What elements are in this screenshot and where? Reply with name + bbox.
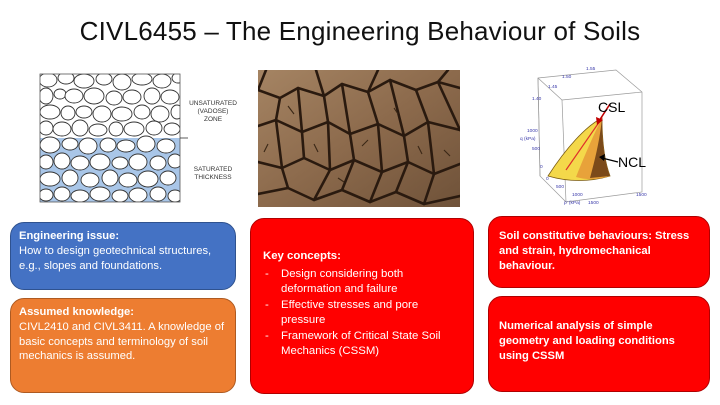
axis-q-label: q (kPa) bbox=[520, 136, 536, 142]
soil-particles-svg: UNSATURATED (VADOSE) ZONE SATURATED THIC… bbox=[39, 73, 237, 203]
tick-q-2: 500 bbox=[532, 146, 540, 152]
plot-box bbox=[537, 69, 643, 203]
assumed-knowledge-card: Assumed knowledge: CIVL2410 and CIVL3411… bbox=[10, 298, 236, 393]
tick-p-4: 1500 bbox=[588, 200, 599, 206]
assumed-knowledge-heading: Assumed knowledge: bbox=[19, 306, 135, 318]
label-saturated-2: THICKNESS bbox=[194, 174, 232, 181]
csl-label: CSL bbox=[598, 99, 625, 115]
tick-v-4: 1.40 bbox=[532, 96, 542, 102]
tick-q-3: 0 bbox=[540, 164, 543, 170]
cracked-soil-photo bbox=[256, 68, 462, 207]
label-unsaturated-1: UNSATURATED bbox=[189, 100, 237, 107]
engineering-issue-heading: Engineering issue: bbox=[19, 230, 120, 242]
csl-ncl-svg: CSL NCL 1.55 1.50 1.45 1.40 1000 500 0 0… bbox=[520, 66, 647, 206]
csl-arrow bbox=[598, 103, 611, 122]
soil-grains bbox=[40, 74, 180, 202]
engineering-issue-card: Engineering issue: How to design geotech… bbox=[10, 222, 236, 290]
tick-q-1: 1000 bbox=[527, 128, 538, 134]
label-unsaturated-2: (VADOSE) bbox=[198, 108, 229, 115]
ncl-label: NCL bbox=[618, 154, 646, 170]
key-concept-item: Effective stresses and pore pressure bbox=[263, 298, 463, 328]
tick-v-1: 1.55 bbox=[586, 66, 596, 72]
csl-arrowhead bbox=[596, 117, 603, 125]
tick-v-3: 1.45 bbox=[548, 84, 558, 90]
key-concept-item: Design considering both deformation and … bbox=[263, 267, 463, 297]
key-concepts-list: Design considering both deformation and … bbox=[263, 267, 463, 359]
tick-v-2: 1.50 bbox=[562, 74, 572, 80]
yield-surface-dark bbox=[590, 118, 610, 178]
csl-line bbox=[565, 117, 603, 171]
ncl-arrowhead bbox=[599, 154, 605, 161]
engineering-issue-body: How to design geotechnical structures, e… bbox=[19, 244, 212, 272]
tick-p-1: 0 bbox=[546, 176, 549, 182]
tick-right: 1500 bbox=[636, 192, 647, 198]
key-concept-item: Framework of Critical State Soil Mechani… bbox=[263, 329, 463, 359]
cracked-soil-svg bbox=[256, 68, 462, 207]
assumed-knowledge-body: CIVL2410 and CIVL3411. A knowledge of ba… bbox=[19, 320, 225, 363]
tick-p-2: 500 bbox=[556, 184, 564, 190]
numerical-analysis-card: Numerical analysis of simple geometry an… bbox=[488, 296, 710, 392]
ncl-arrow bbox=[601, 157, 619, 163]
key-concepts-heading: Key concepts: bbox=[263, 250, 341, 262]
key-concepts-card: Key concepts: Design considering both de… bbox=[250, 218, 474, 394]
constitutive-behaviours-text: Soil constitutive behaviours: Stress and… bbox=[499, 230, 690, 272]
csl-ncl-plot: CSL NCL 1.55 1.50 1.45 1.40 1000 500 0 0… bbox=[490, 64, 650, 209]
numerical-analysis-text: Numerical analysis of simple geometry an… bbox=[499, 320, 675, 362]
constitutive-behaviours-card: Soil constitutive behaviours: Stress and… bbox=[488, 216, 710, 288]
slide-title: CIVL6455 – The Engineering Behaviour of … bbox=[79, 16, 641, 46]
axis-p-label: p' (kPa) bbox=[564, 200, 581, 206]
label-saturated-1: SATURATED bbox=[194, 166, 233, 173]
label-unsaturated-3: ZONE bbox=[204, 116, 223, 123]
tick-p-3: 1000 bbox=[572, 192, 583, 198]
soil-particles-figure: UNSATURATED (VADOSE) ZONE SATURATED THIC… bbox=[38, 72, 243, 204]
